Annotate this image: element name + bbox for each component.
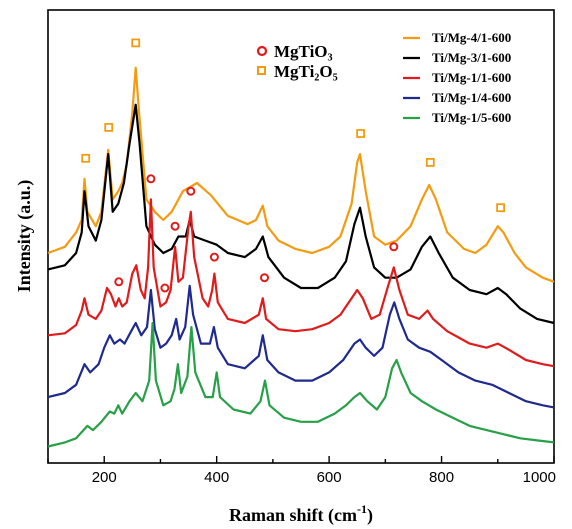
legend-label-1-4: Ti/Mg-1/4-600 <box>432 90 511 105</box>
mgtio3-peak-marker <box>260 273 269 283</box>
x-axis-title-main: Raman shift (cm <box>229 505 357 526</box>
legend-label-1-1: Ti/Mg-1/1-600 <box>432 70 511 85</box>
mgtio3-peak-marker <box>186 186 196 196</box>
mgti2o5-peak-marker <box>131 38 141 48</box>
mgtio3-legend-label: MgTiO₃ <box>274 42 333 61</box>
series-line-3 <box>47 284 555 409</box>
plot-frame <box>47 9 555 464</box>
mgtio3-peak-marker <box>170 221 180 231</box>
y-axis-title: Intensity (a.u.) <box>14 180 35 293</box>
mgti2o5-legend-symbol <box>257 66 266 75</box>
x-tick-layer: 200 400 600 800 1000 <box>47 456 556 486</box>
x-axis-title: Raman shift (cm-1) <box>229 502 373 526</box>
mgti2o5-peak-marker <box>425 157 435 167</box>
mgti2o5-peak-marker <box>496 203 506 213</box>
x-tick-label: 200 <box>92 469 117 486</box>
mgti2o5-peak-marker <box>356 129 366 138</box>
x-tick-label: 400 <box>204 469 229 486</box>
mgtio3-peak-marker <box>146 174 156 184</box>
mgti2o5-peak-marker <box>104 123 114 132</box>
mgtio3-legend-symbol <box>256 45 268 57</box>
x-tick-label: 600 <box>317 469 342 486</box>
series-legend: Ti/Mg-4/1-600 Ti/Mg-3/1-600 Ti/Mg-1/1-60… <box>403 30 511 125</box>
mgtio3-peak-marker <box>389 242 399 252</box>
x-tick-label: 1000 <box>523 469 556 486</box>
mgtio3-peak-marker <box>209 252 219 262</box>
mgtio3-peak-marker <box>160 283 170 293</box>
x-tick-label: 800 <box>429 469 454 486</box>
legend-label-4-1: Ti/Mg-4/1-600 <box>432 30 511 45</box>
series-line-1 <box>47 103 555 325</box>
series-line-4 <box>47 321 555 448</box>
mgti2o5-legend-label: MgTi₂O₅ <box>274 62 338 81</box>
x-axis-title-close: ) <box>367 505 373 526</box>
mgtio3-peak-marker <box>114 277 124 287</box>
peak-marker-layer <box>81 38 506 293</box>
series-layer <box>47 66 555 448</box>
legend-label-1-5: Ti/Mg-1/5-600 <box>432 110 511 125</box>
x-axis-title-superscript: -1 <box>357 502 367 516</box>
legend-label-3-1: Ti/Mg-3/1-600 <box>432 50 511 65</box>
series-line-2 <box>47 198 555 368</box>
marker-legend: MgTiO₃ MgTi₂O₅ <box>256 42 338 81</box>
mgti2o5-peak-marker <box>81 153 91 163</box>
